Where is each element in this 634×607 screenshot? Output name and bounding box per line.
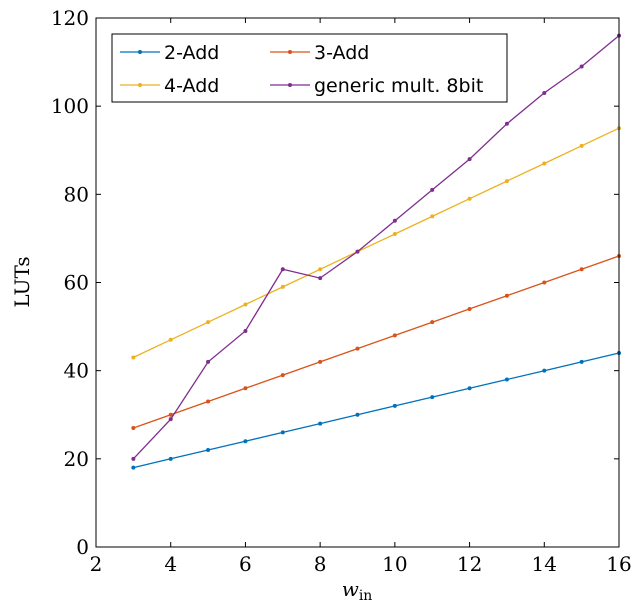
data-point-1-0 xyxy=(131,425,136,430)
data-point-2-9 xyxy=(467,196,472,201)
y-axis-label: LUTs xyxy=(10,256,34,307)
x-tick-label-4: 10 xyxy=(382,552,407,576)
x-tick-label-0: 2 xyxy=(90,552,103,576)
data-point-1-11 xyxy=(542,280,547,285)
y-tick-label-3: 60 xyxy=(64,271,89,295)
data-point-0-11 xyxy=(542,368,547,373)
data-point-0-3 xyxy=(243,439,248,444)
data-point-0-7 xyxy=(392,403,397,408)
x-tick-label-2: 6 xyxy=(239,552,252,576)
legend-label-2: 4-Add xyxy=(164,75,219,97)
data-point-1-1 xyxy=(168,412,173,417)
legend-label-3: generic mult. 8bit xyxy=(314,75,483,97)
data-point-2-3 xyxy=(243,302,248,307)
data-point-0-12 xyxy=(579,359,584,364)
x-axis-label-subscript: in xyxy=(359,588,373,604)
data-point-3-4 xyxy=(280,267,285,272)
series-line-2 xyxy=(133,127,620,358)
legend-marker-3 xyxy=(288,83,292,87)
legend-label-1: 3-Add xyxy=(314,42,369,64)
y-tick-label-6: 120 xyxy=(51,6,89,30)
data-point-3-5 xyxy=(318,276,323,281)
data-point-1-12 xyxy=(579,267,584,272)
data-point-3-12 xyxy=(579,64,584,69)
legend-box xyxy=(111,33,508,103)
data-point-0-5 xyxy=(318,421,323,426)
x-axis-label: win xyxy=(342,577,373,604)
data-point-3-1 xyxy=(168,417,173,422)
x-tick-label-7: 16 xyxy=(606,552,631,576)
legend-marker-1 xyxy=(288,50,292,54)
x-tick-label-5: 12 xyxy=(457,552,482,576)
data-point-3-11 xyxy=(542,90,547,95)
y-tick-label-0: 0 xyxy=(76,535,89,559)
data-point-3-6 xyxy=(355,249,360,254)
data-point-2-1 xyxy=(168,337,173,342)
data-point-1-7 xyxy=(392,333,397,338)
legend-label-0: 2-Add xyxy=(164,42,219,64)
data-point-1-9 xyxy=(467,306,472,311)
data-point-0-2 xyxy=(206,448,211,453)
data-point-1-6 xyxy=(355,346,360,351)
data-point-3-7 xyxy=(392,218,397,223)
series-line-3 xyxy=(132,35,620,460)
x-tick-label-6: 14 xyxy=(532,552,557,576)
data-point-1-4 xyxy=(280,373,285,378)
data-point-1-8 xyxy=(430,320,435,325)
data-point-1-5 xyxy=(318,359,323,364)
data-point-0-10 xyxy=(504,377,509,382)
data-point-0-0 xyxy=(131,465,136,470)
series-line-0 xyxy=(133,352,620,469)
data-point-1-10 xyxy=(504,293,509,298)
x-tick-label-3: 8 xyxy=(314,552,327,576)
data-point-2-5 xyxy=(318,267,323,272)
data-point-2-8 xyxy=(430,214,435,219)
data-point-1-2 xyxy=(206,399,211,404)
data-point-2-10 xyxy=(504,179,509,184)
data-point-3-0 xyxy=(131,456,136,461)
data-point-0-6 xyxy=(355,412,360,417)
data-point-1-3 xyxy=(243,386,248,391)
data-point-2-0 xyxy=(131,355,136,360)
axes: 2 4 6 8 10 12 14 16 0 20 40 60 80 100 120 xyxy=(51,6,632,576)
legend-marker-0 xyxy=(138,50,142,54)
legend-marker-2 xyxy=(138,83,142,87)
data-point-0-8 xyxy=(430,395,435,400)
y-tick-label-1: 20 xyxy=(64,447,89,471)
x-tick-label-1: 4 xyxy=(164,552,177,576)
data-point-3-9 xyxy=(467,157,472,162)
series-line-1 xyxy=(133,255,620,429)
legend: 2-Add 3-Add 4-Add generic mult. 8bit xyxy=(111,33,508,103)
x-axis-label-main: w xyxy=(342,577,359,601)
data-point-2-7 xyxy=(392,232,397,237)
data-point-2-12 xyxy=(579,143,584,148)
data-point-3-10 xyxy=(504,121,509,126)
y-tick-label-5: 100 xyxy=(51,94,89,118)
data-point-2-11 xyxy=(542,161,547,166)
data-point-2-2 xyxy=(206,320,211,325)
y-tick-label-2: 40 xyxy=(64,359,89,383)
data-point-0-4 xyxy=(280,430,285,435)
data-point-3-8 xyxy=(430,187,435,192)
data-point-2-4 xyxy=(280,284,285,289)
data-point-0-9 xyxy=(467,386,472,391)
data-point-0-1 xyxy=(168,456,173,461)
data-point-3-3 xyxy=(243,328,248,333)
data-point-3-2 xyxy=(206,359,211,364)
y-tick-label-4: 80 xyxy=(64,182,89,206)
